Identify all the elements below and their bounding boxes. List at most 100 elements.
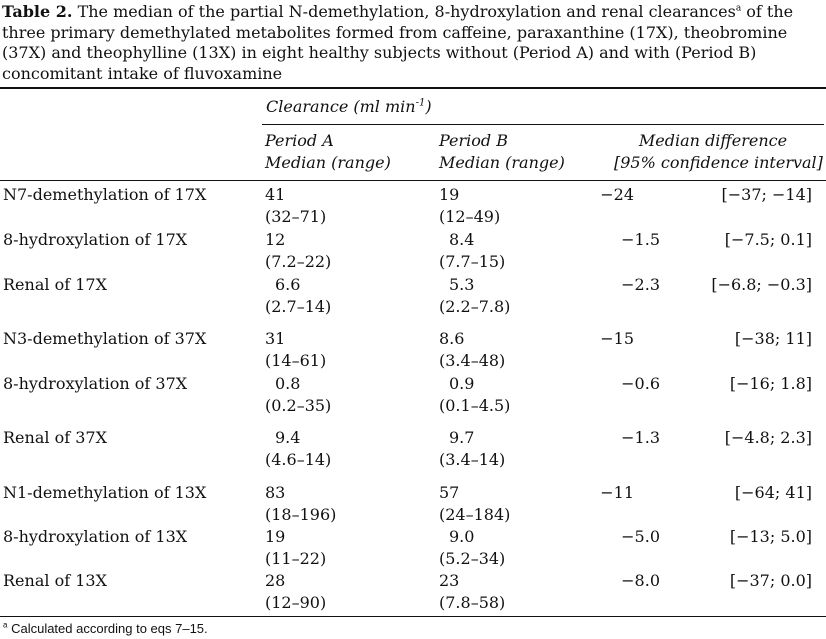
clearance-rule xyxy=(262,124,824,125)
period-b-cell: 0.9 (0.1–4.5) xyxy=(439,373,510,417)
period-b-cell: 19 (12–49) xyxy=(439,184,500,228)
median-difference: −1.5 xyxy=(621,230,660,249)
period-b-range: (5.2–34) xyxy=(439,549,506,568)
period-b-cell: 9.7 (3.4–14) xyxy=(439,427,505,471)
period-b-range: (24–184) xyxy=(439,505,511,524)
clearance-header-close: ) xyxy=(425,97,432,116)
period-a-cell: 6.6 (2.7–14) xyxy=(265,274,331,318)
period-a-cell: 12 (7.2–22) xyxy=(265,229,331,273)
period-a-range: (11–22) xyxy=(265,549,327,568)
period-a-median: 83 xyxy=(265,483,286,502)
period-a-range: (7.2–22) xyxy=(265,252,332,271)
table-row: Renal of 13X 28 (12–90) 23 (7.8–58) −8.0 [… xyxy=(0,570,826,614)
table-row: Renal of 17X 6.6 (2.7–14) 5.3 (2.2–7.8) −2… xyxy=(0,274,826,318)
period-a-range: (4.6–14) xyxy=(265,450,332,469)
period-a-range: (18–196) xyxy=(265,505,337,524)
confidence-interval: [−7.5; 0.1] xyxy=(724,230,812,249)
period-a-range: (32–71) xyxy=(265,207,327,226)
row-parameter: N3-demethylation of 37X xyxy=(3,329,207,348)
period-b-median: 8.6 xyxy=(439,329,465,348)
footnote-text: Calculated according to eqs 7–15. xyxy=(11,621,208,636)
period-b-median: 8.4 xyxy=(449,230,475,249)
period-b-range: (0.1–4.5) xyxy=(439,396,511,415)
period-b-cell: 8.4 (7.7–15) xyxy=(439,229,505,273)
bottom-rule xyxy=(0,616,826,617)
period-b-range: (3.4–48) xyxy=(439,351,506,370)
period-a-median: 31 xyxy=(265,329,286,348)
period-a-cell: 0.8 (0.2–35) xyxy=(265,373,331,417)
caption-footnote-mark: a xyxy=(735,3,742,14)
period-a-cell: 19 (11–22) xyxy=(265,526,326,570)
top-rule xyxy=(0,87,826,89)
median-difference: −2.3 xyxy=(621,275,660,294)
table-row: N3-demethylation of 37X 31 (14–61) 8.6 (3.… xyxy=(0,328,826,372)
period-a-range: (12–90) xyxy=(265,593,327,612)
period-b-cell: 57 (24–184) xyxy=(439,482,510,526)
period-b-range: (2.2–7.8) xyxy=(439,297,511,316)
footnote-mark: a xyxy=(3,620,8,630)
period-a-median: 9.4 xyxy=(275,428,301,447)
header-rule xyxy=(0,180,826,181)
period-b-cell: 5.3 (2.2–7.8) xyxy=(439,274,510,318)
period-b-cell: 9.0 (5.2–34) xyxy=(439,526,505,570)
period-a-range: (0.2–35) xyxy=(265,396,332,415)
period-b-subtitle: Median (range) xyxy=(439,153,565,172)
period-a-cell: 28 (12–90) xyxy=(265,570,326,614)
median-difference: −15 xyxy=(600,329,634,348)
period-b-median: 19 xyxy=(439,185,460,204)
median-difference: −8.0 xyxy=(621,571,660,590)
clearance-header: Clearance (ml min-1) xyxy=(266,96,432,118)
confidence-interval: [−4.8; 2.3] xyxy=(724,428,812,447)
period-a-median: 41 xyxy=(265,185,286,204)
period-a-median: 12 xyxy=(265,230,286,249)
period-b-range: (7.8–58) xyxy=(439,593,506,612)
period-b-median: 5.3 xyxy=(449,275,475,294)
table-row: 8-hydroxylation of 37X 0.8 (0.2–35) 0.9 (0… xyxy=(0,373,826,417)
period-a-subtitle: Median (range) xyxy=(265,153,391,172)
period-a-median: 19 xyxy=(265,527,286,546)
period-a-cell: 83 (18–196) xyxy=(265,482,336,526)
period-b-range: (3.4–14) xyxy=(439,450,506,469)
period-a-title: Period A xyxy=(265,131,334,150)
period-a-cell: 41 (32–71) xyxy=(265,184,326,228)
confidence-interval: [−37; −14] xyxy=(721,185,813,204)
row-parameter: 8-hydroxylation of 13X xyxy=(3,527,188,546)
median-difference-title: Median difference xyxy=(638,131,788,150)
table-row: N7-demethylation of 17X 41 (32–71) 19 (12–… xyxy=(0,184,826,228)
confidence-interval: [−38; 11] xyxy=(734,329,812,348)
clearance-unit-exponent: -1 xyxy=(415,97,426,109)
row-parameter: 8-hydroxylation of 17X xyxy=(3,230,188,249)
median-difference: −11 xyxy=(600,483,634,502)
period-b-cell: 23 (7.8–58) xyxy=(439,570,505,614)
median-difference: −0.6 xyxy=(621,374,660,393)
caption-text-b: of the three primary demethylated metabo… xyxy=(2,2,794,83)
period-b-median: 9.7 xyxy=(449,428,475,447)
period-a-cell: 31 (14–61) xyxy=(265,328,326,372)
period-a-median: 6.6 xyxy=(275,275,301,294)
median-difference: −24 xyxy=(600,185,634,204)
table-caption: Table 2. The median of the partial N-dem… xyxy=(2,2,824,84)
period-b-median: 9.0 xyxy=(449,527,475,546)
row-parameter: Renal of 17X xyxy=(3,275,107,294)
table-label: Table 2. xyxy=(2,2,73,21)
period-b-range: (12–49) xyxy=(439,207,501,226)
table-row: N1-demethylation of 13X 83 (18–196) 57 (24… xyxy=(0,482,826,526)
confidence-interval: [−16; 1.8] xyxy=(729,374,812,393)
confidence-interval: [−37; 0.0] xyxy=(729,571,812,590)
confidence-interval: [−13; 5.0] xyxy=(729,527,812,546)
row-parameter: N7-demethylation of 17X xyxy=(3,185,207,204)
period-a-cell: 9.4 (4.6–14) xyxy=(265,427,331,471)
row-parameter: Renal of 37X xyxy=(3,428,107,447)
row-parameter: 8-hydroxylation of 37X xyxy=(3,374,188,393)
period-b-median: 23 xyxy=(439,571,460,590)
table-row: 8-hydroxylation of 17X 12 (7.2–22) 8.4 (7.… xyxy=(0,229,826,273)
clearance-header-text: Clearance (ml min xyxy=(266,97,416,116)
confidence-interval-title: [95% confidence interval] xyxy=(614,153,823,172)
median-difference-header: Median difference [95% confidence interv… xyxy=(614,130,823,174)
table-row: 8-hydroxylation of 13X 19 (11–22) 9.0 (5.2… xyxy=(0,526,826,570)
caption-text-a: The median of the partial N-demethylatio… xyxy=(77,2,736,21)
period-b-median: 57 xyxy=(439,483,460,502)
period-a-range: (2.7–14) xyxy=(265,297,332,316)
median-difference: −5.0 xyxy=(621,527,660,546)
period-b-range: (7.7–15) xyxy=(439,252,506,271)
